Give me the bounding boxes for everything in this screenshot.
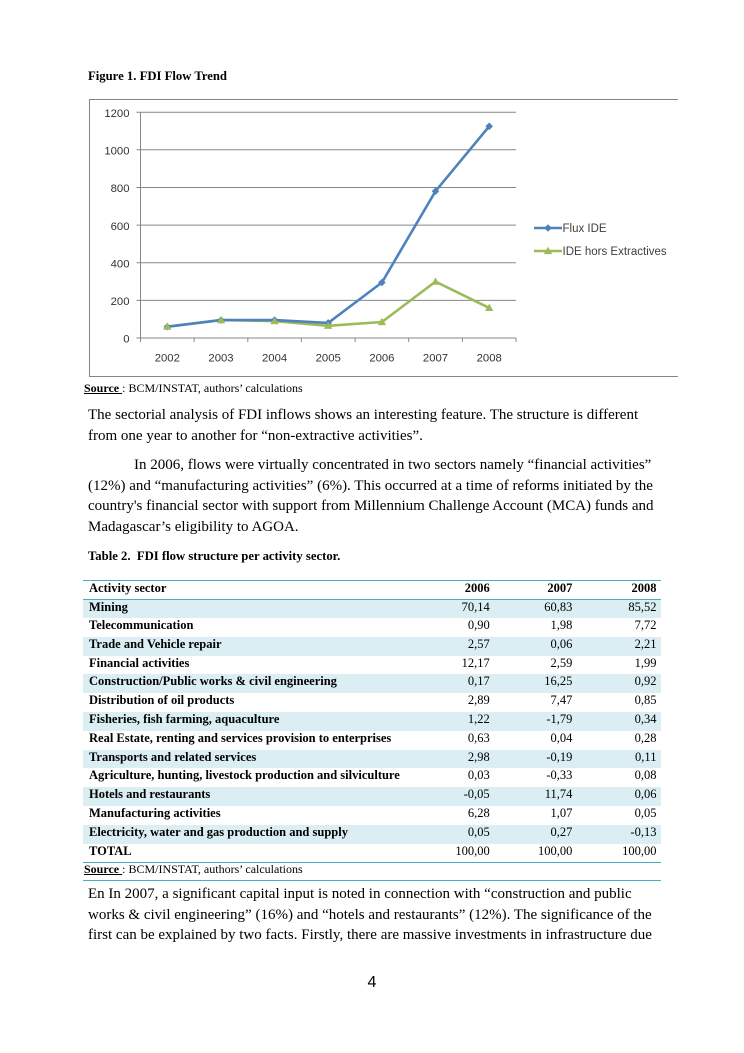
svg-text:2003: 2003 [208,353,233,365]
svg-text:1200: 1200 [104,108,129,120]
svg-text:400: 400 [111,258,130,270]
svg-text:IDE hors Extractives: IDE hors Extractives [563,246,667,258]
svg-text:200: 200 [111,296,130,308]
svg-text:2004: 2004 [262,353,287,365]
svg-text:2007: 2007 [423,353,448,365]
svg-text:0: 0 [123,334,129,346]
svg-text:800: 800 [111,183,130,195]
svg-text:600: 600 [111,221,130,233]
svg-text:2008: 2008 [477,353,502,365]
svg-text:2002: 2002 [155,353,180,365]
svg-text:Flux IDE: Flux IDE [563,223,607,235]
svg-text:1000: 1000 [104,146,129,158]
svg-text:2005: 2005 [316,353,341,365]
svg-text:2006: 2006 [369,353,394,365]
